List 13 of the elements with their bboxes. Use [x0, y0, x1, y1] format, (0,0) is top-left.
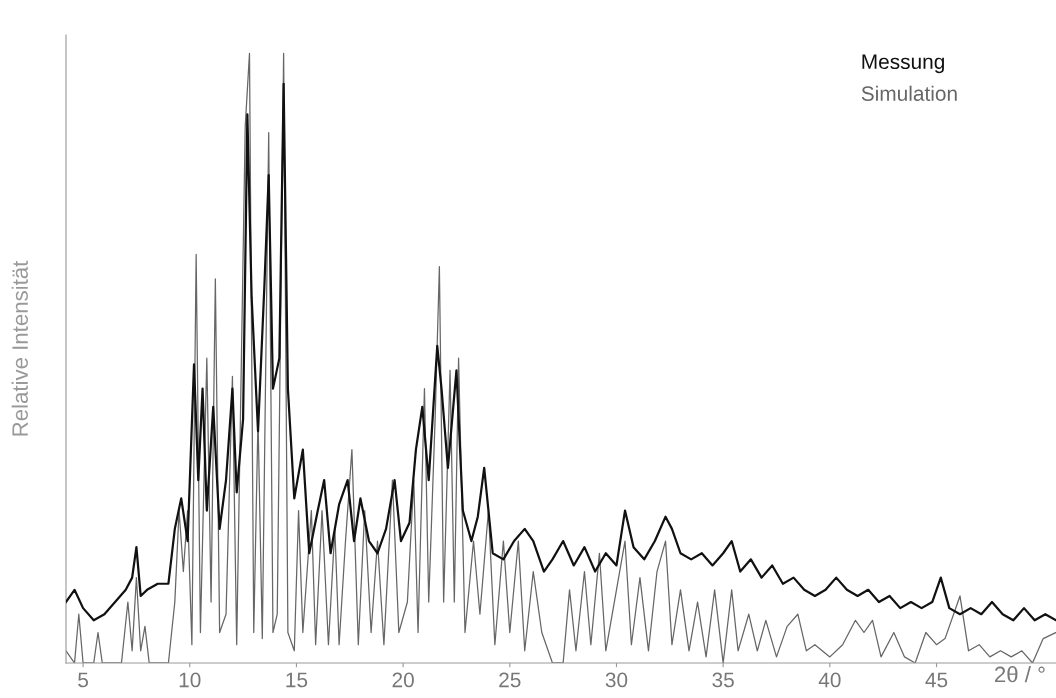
- x-axis-title: 2θ / °: [995, 666, 1045, 683]
- x-tick-label: 20: [392, 672, 414, 688]
- x-tick-label: 30: [605, 672, 628, 688]
- text: Simulation: [861, 85, 957, 101]
- text: Messung: [862, 54, 944, 74]
- x-tick-label: 40: [818, 672, 841, 688]
- x-tick-label: 5: [78, 672, 88, 688]
- x-tick-label: 25: [499, 672, 521, 688]
- x-tick-label: 15: [286, 672, 308, 688]
- x-tick-label: 10: [179, 672, 201, 688]
- x-tick-label: 45: [925, 672, 948, 688]
- y-axis-title: Relative Intensität: [11, 260, 28, 436]
- x-tick-label: 35: [712, 672, 734, 688]
